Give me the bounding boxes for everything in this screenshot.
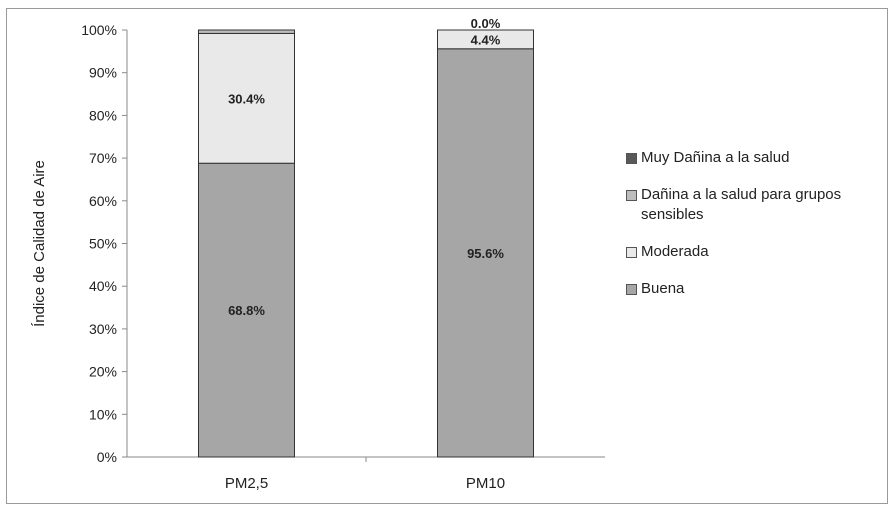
legend-item: Buena	[626, 279, 891, 299]
y-tick-label: 20%	[89, 364, 117, 380]
y-tick-label: 60%	[89, 193, 117, 209]
data-label: 68.8%	[228, 303, 265, 318]
data-label: 30.4%	[228, 91, 265, 106]
y-tick-label: 30%	[89, 321, 117, 337]
x-category-label: PM2,5	[225, 475, 268, 492]
bar-segment	[437, 29, 534, 50]
legend-label: Moderada	[641, 243, 709, 260]
y-tick-label: 100%	[81, 22, 117, 38]
bar-segment	[437, 48, 534, 458]
legend-item: Moderada	[626, 242, 891, 262]
y-tick-label: 70%	[89, 150, 117, 166]
data-label: 95.6%	[467, 246, 504, 261]
legend-label: Muy Dañina a la salud	[641, 149, 790, 166]
legend-item: Muy Dañina a la salud	[626, 148, 891, 168]
bar-segment	[198, 32, 295, 164]
legend-label: Buena	[641, 280, 685, 297]
legend-swatch	[626, 190, 637, 201]
bar-segment	[198, 162, 295, 458]
bar-segment	[198, 29, 295, 34]
legend-swatch	[626, 284, 637, 295]
legend-item: Dañina a la salud para grupos sensibles	[626, 185, 891, 225]
y-tick-label: 0%	[97, 449, 117, 465]
y-tick-label: 10%	[89, 406, 117, 422]
y-tick-label: 40%	[89, 278, 117, 294]
chart-frame	[6, 8, 888, 504]
y-tick-label: 90%	[89, 65, 117, 81]
data-label: 0.0%	[471, 16, 501, 31]
legend-swatch	[626, 247, 637, 258]
legend-label: Dañina a la salud para grupos sensibles	[641, 186, 842, 223]
y-axis-title: Índice de Calidad de Aire	[31, 160, 48, 327]
legend-swatch	[626, 153, 637, 164]
y-tick-label: 80%	[89, 107, 117, 123]
data-label: 4.4%	[471, 32, 501, 47]
y-tick-label: 50%	[89, 236, 117, 252]
chart-legend: Muy Dañina a la salud Dañina a la salud p…	[626, 148, 891, 316]
x-category-label: PM10	[466, 475, 505, 492]
